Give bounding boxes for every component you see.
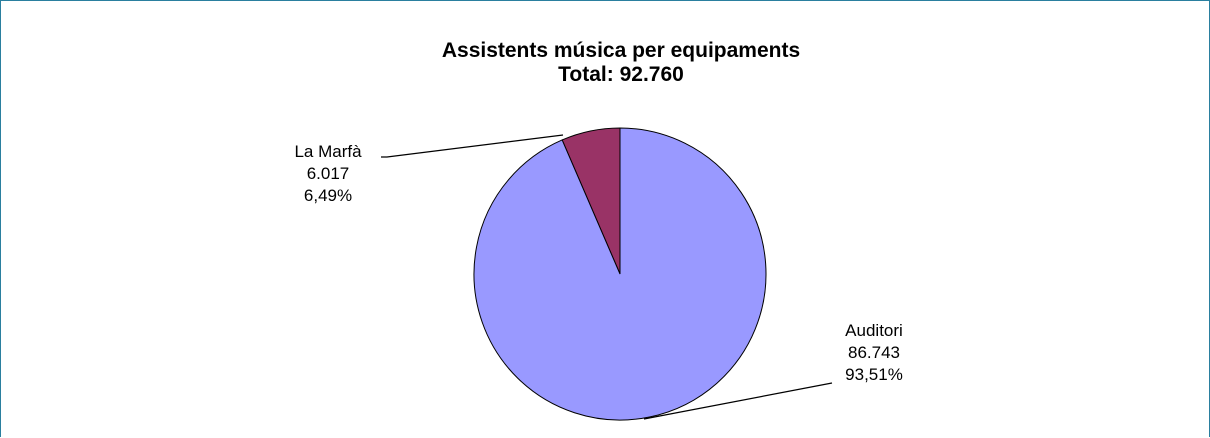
leader-line-auditori <box>643 382 833 420</box>
slice-percent-auditori: 93,51% <box>845 365 903 384</box>
chart-subtitle: Total: 92.760 <box>558 63 684 86</box>
pie-slice-auditori <box>473 127 767 421</box>
slice-label-auditori: Auditori <box>845 321 903 340</box>
slice-percent-la-marf-: 6,49% <box>304 186 352 205</box>
slice-value-la-marf-: 6.017 <box>307 164 350 183</box>
slice-label-la-marf-: La Marfà <box>294 142 362 161</box>
chart-title: Assistents música per equipaments <box>441 39 801 62</box>
leader-line-la-marf- <box>381 134 564 158</box>
slice-value-auditori: 86.743 <box>848 343 900 362</box>
